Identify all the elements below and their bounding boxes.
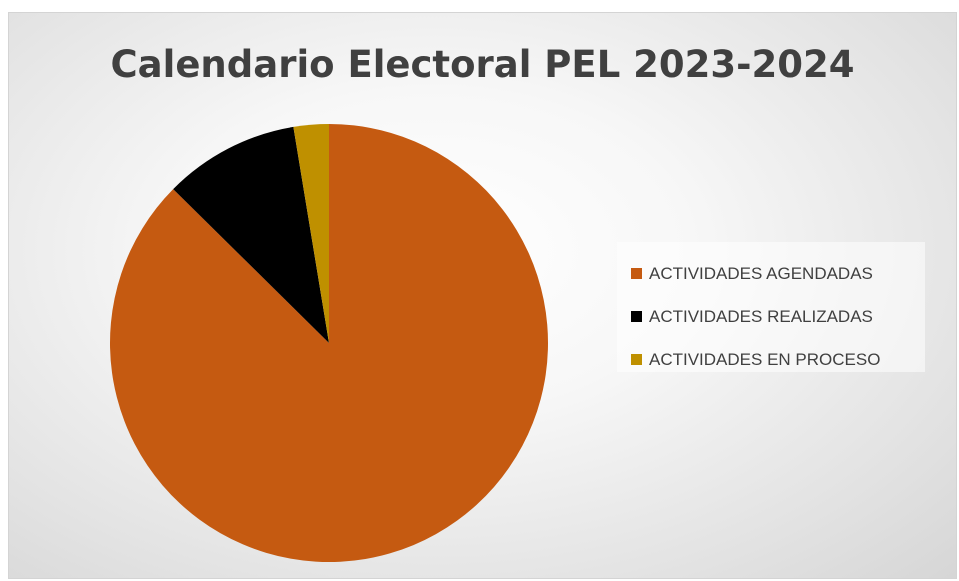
legend-item-realizadas: ACTIVIDADES REALIZADAS xyxy=(631,295,925,338)
legend-swatch xyxy=(631,354,642,365)
legend-swatch xyxy=(631,311,642,322)
legend-label: ACTIVIDADES EN PROCESO xyxy=(649,349,881,369)
legend-item-agendadas: ACTIVIDADES AGENDADAS xyxy=(631,252,925,295)
pie-slice-3 xyxy=(293,124,329,343)
legend-item-en-proceso: ACTIVIDADES EN PROCESO xyxy=(631,338,925,381)
legend-label: ACTIVIDADES REALIZADAS xyxy=(649,306,873,326)
legend: ACTIVIDADES AGENDADAS ACTIVIDADES REALIZ… xyxy=(617,242,925,372)
chart-area: Calendario Electoral PEL 2023-2024 ACTIV… xyxy=(8,12,957,579)
pie-chart xyxy=(110,124,548,562)
chart-title: Calendario Electoral PEL 2023-2024 xyxy=(110,43,855,86)
pie-slices xyxy=(110,124,548,562)
legend-label: ACTIVIDADES AGENDADAS xyxy=(649,263,873,283)
pie-slice-2 xyxy=(173,126,329,344)
legend-swatch xyxy=(631,268,642,279)
